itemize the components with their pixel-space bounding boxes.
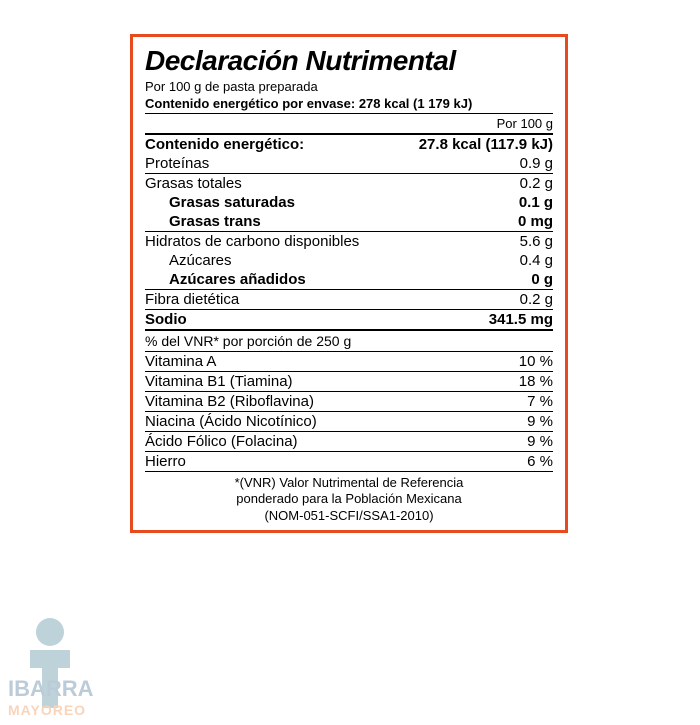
row-sugars: Azúcares 0.4 g xyxy=(145,251,553,270)
value: 27.8 kcal (117.9 kJ) xyxy=(419,136,553,153)
row-fat-total: Grasas totales 0.2 g xyxy=(145,174,553,193)
label: Vitamina A xyxy=(145,353,519,370)
label: Grasas saturadas xyxy=(145,194,519,211)
watermark-text-1: IBARRA xyxy=(8,676,94,702)
value: 0.4 g xyxy=(520,252,553,269)
label: Grasas trans xyxy=(145,213,518,230)
watermark-logo: IBARRA MAYOREO xyxy=(0,610,120,720)
row-vit-b2: Vitamina B2 (Riboflavina) 7 % xyxy=(145,392,553,412)
nutrition-label: Declaración Nutrimental Por 100 g de pas… xyxy=(130,34,568,533)
per-100g-header: Por 100 g xyxy=(145,114,553,134)
vnr-header: % del VNR* por porción de 250 g xyxy=(145,329,553,352)
row-folic: Ácido Fólico (Folacina) 9 % xyxy=(145,432,553,452)
value: 0.2 g xyxy=(520,175,553,192)
value: 9 % xyxy=(527,413,553,430)
row-niacin: Niacina (Ácido Nicotínico) 9 % xyxy=(145,412,553,432)
label: Hidratos de carbono disponibles xyxy=(145,233,520,250)
value: 0.1 g xyxy=(519,194,553,211)
value: 9 % xyxy=(527,433,553,450)
value: 0 g xyxy=(531,271,553,288)
label: Vitamina B2 (Riboflavina) xyxy=(145,393,527,410)
label: Sodio xyxy=(145,311,489,328)
footnote-line3: (NOM-051-SCFI/SSA1-2010) xyxy=(145,508,553,524)
row-fiber: Fibra dietética 0.2 g xyxy=(145,290,553,310)
row-protein: Proteínas 0.9 g xyxy=(145,154,553,174)
label: Hierro xyxy=(145,453,527,470)
value: 5.6 g xyxy=(520,233,553,250)
value: 0 mg xyxy=(518,213,553,230)
label-subtitle: Por 100 g de pasta preparada xyxy=(145,79,553,94)
value: 0.2 g xyxy=(520,291,553,308)
row-added-sugars: Azúcares añadidos 0 g xyxy=(145,270,553,290)
row-sodium: Sodio 341.5 mg xyxy=(145,310,553,329)
row-sat-fat: Grasas saturadas 0.1 g xyxy=(145,193,553,212)
value: 18 % xyxy=(519,373,553,390)
label: Ácido Fólico (Folacina) xyxy=(145,433,527,450)
row-carbs: Hidratos de carbono disponibles 5.6 g xyxy=(145,232,553,251)
label: Niacina (Ácido Nicotínico) xyxy=(145,413,527,430)
value: 10 % xyxy=(519,353,553,370)
label: Grasas totales xyxy=(145,175,520,192)
watermark-text-2: MAYOREO xyxy=(8,702,86,718)
label-title: Declaración Nutrimental xyxy=(145,45,553,77)
label: Contenido energético: xyxy=(145,136,419,153)
label: Azúcares añadidos xyxy=(145,271,531,288)
value: 0.9 g xyxy=(520,155,553,172)
row-trans-fat: Grasas trans 0 mg xyxy=(145,212,553,232)
value: 6 % xyxy=(527,453,553,470)
footnote-line2: ponderado para la Población Mexicana xyxy=(145,491,553,507)
label: Proteínas xyxy=(145,155,520,172)
row-vit-a: Vitamina A 10 % xyxy=(145,352,553,372)
footnote: *(VNR) Valor Nutrimental de Referencia p… xyxy=(145,472,553,524)
energy-per-pack: Contenido energético por envase: 278 kca… xyxy=(145,96,553,114)
row-energy: Contenido energético: 27.8 kcal (117.9 k… xyxy=(145,134,553,154)
footnote-line1: *(VNR) Valor Nutrimental de Referencia xyxy=(145,475,553,491)
value: 341.5 mg xyxy=(489,311,553,328)
label: Vitamina B1 (Tiamina) xyxy=(145,373,519,390)
label: Fibra dietética xyxy=(145,291,520,308)
label: Azúcares xyxy=(145,252,520,269)
row-vit-b1: Vitamina B1 (Tiamina) 18 % xyxy=(145,372,553,392)
value: 7 % xyxy=(527,393,553,410)
row-iron: Hierro 6 % xyxy=(145,452,553,472)
